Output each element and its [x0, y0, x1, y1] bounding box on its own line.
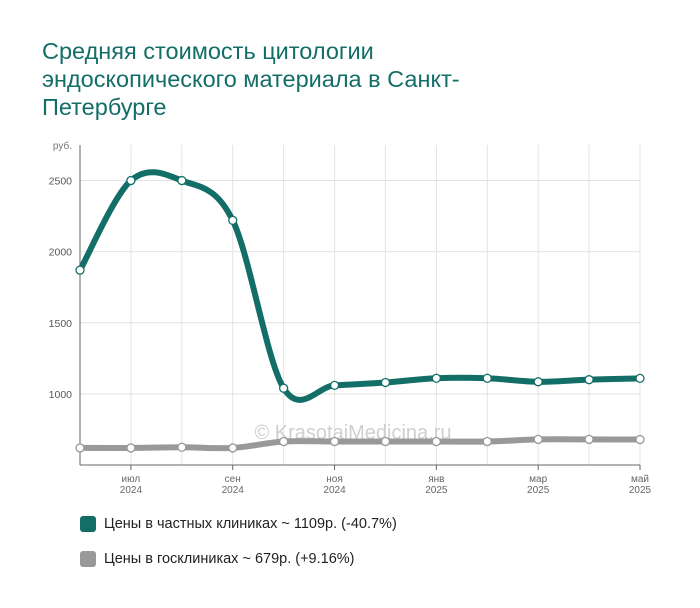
x-tick-label-year: 2025 — [527, 485, 550, 496]
data-point-public — [380, 436, 391, 447]
x-tick-label-year: 2024 — [323, 485, 346, 496]
line-chart: 1000150020002500руб.июл2024сен2024ноя202… — [49, 140, 652, 496]
data-point-private — [177, 175, 187, 186]
data-point-public — [75, 443, 85, 453]
legend-swatch-private — [80, 516, 96, 532]
series-line-private — [77, 169, 643, 403]
x-tick-label-year: 2025 — [425, 485, 448, 496]
x-tick-label-month: мар — [529, 474, 547, 485]
y-tick-label: 2500 — [49, 176, 73, 188]
y-tick-label: 1000 — [49, 389, 73, 401]
x-tick-label-month: июл — [122, 474, 141, 485]
data-point-private — [482, 373, 492, 383]
data-point-private — [126, 175, 136, 186]
x-tick-label-year: 2024 — [222, 485, 245, 496]
series-lines — [77, 169, 643, 452]
data-point-public — [431, 436, 442, 447]
data-point-private — [533, 377, 543, 387]
data-point-public — [126, 443, 136, 453]
data-point-private — [329, 380, 340, 391]
legend-swatch-public — [80, 551, 96, 567]
axes: 1000150020002500руб.июл2024сен2024ноя202… — [49, 140, 652, 496]
x-tick-label-month: ноя — [326, 474, 343, 485]
x-tick-label-month: янв — [428, 474, 444, 485]
data-point-private — [635, 373, 645, 384]
data-point-public — [177, 442, 187, 452]
y-tick-label: 2000 — [49, 247, 73, 259]
x-tick-label-month: сен — [225, 474, 241, 485]
data-point-public — [635, 434, 645, 445]
chart-title: Средняя стоимость цитологии эндоскопичес… — [42, 38, 460, 120]
x-tick-label-month: май — [631, 474, 649, 485]
legend-label-public: Цены в госклиниках ~ 679р. (+9.16%) — [104, 551, 355, 567]
data-point-public — [482, 436, 492, 447]
data-point-public — [329, 436, 340, 447]
series-points — [75, 175, 645, 453]
data-point-private — [431, 373, 442, 383]
data-point-private — [380, 377, 391, 388]
data-point-public — [228, 443, 238, 453]
data-point-private — [278, 383, 289, 393]
data-point-public — [533, 434, 543, 445]
legend-label-private: Цены в частных клиниках ~ 1109р. (-40.7%… — [104, 516, 397, 532]
series-line-public — [77, 436, 643, 452]
data-point-public — [584, 434, 594, 445]
legend-item-private[interactable]: Цены в частных клиниках ~ 1109р. (-40.7%… — [80, 516, 397, 532]
y-axis-label: руб. — [53, 140, 72, 152]
y-tick-label: 1500 — [49, 318, 73, 330]
x-tick-label-year: 2024 — [120, 485, 143, 496]
legend-item-public[interactable]: Цены в госклиниках ~ 679р. (+9.16%) — [80, 551, 355, 567]
data-point-public — [278, 436, 289, 447]
data-point-private — [228, 215, 238, 226]
grid — [79, 145, 641, 465]
data-point-private — [75, 265, 85, 275]
x-tick-label-year: 2025 — [629, 485, 652, 496]
data-point-private — [584, 375, 594, 385]
